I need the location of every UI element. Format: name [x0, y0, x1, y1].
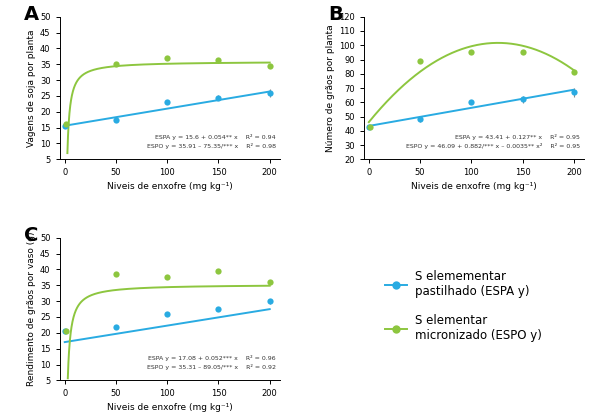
- Text: ESPA y = 43.41 + 0.127** x    R² = 0.95
ESPO y = 46.09 + 0.882/*** x – 0.0035** : ESPA y = 43.41 + 0.127** x R² = 0.95 ESP…: [405, 134, 580, 149]
- Text: A: A: [24, 5, 39, 24]
- Text: C: C: [24, 227, 39, 245]
- Legend: S elemementar
pastilhado (ESPA y), S elementar
micronizado (ESPO y): S elemementar pastilhado (ESPA y), S ele…: [381, 265, 547, 347]
- X-axis label: Niveis de enxofre (mg kg⁻¹): Niveis de enxofre (mg kg⁻¹): [107, 403, 232, 412]
- Y-axis label: Vagens de soja por planta: Vagens de soja por planta: [27, 29, 36, 147]
- Text: ESPA y = 15.6 + 0.054** x    R² = 0.94
ESPO y = 35.91 – 75.35/*** x    R² = 0.98: ESPA y = 15.6 + 0.054** x R² = 0.94 ESPO…: [147, 134, 275, 149]
- Text: B: B: [328, 5, 343, 24]
- X-axis label: Niveis de enxofre (mg kg⁻¹): Niveis de enxofre (mg kg⁻¹): [411, 181, 537, 191]
- X-axis label: Niveis de enxofre (mg kg⁻¹): Niveis de enxofre (mg kg⁻¹): [107, 181, 232, 191]
- Y-axis label: Número de grãos por planta: Número de grãos por planta: [326, 24, 335, 152]
- Text: ESPA y = 17.08 + 0.052*** x    R² = 0.96
ESPO y = 35.31 – 89.05/*** x    R² = 0.: ESPA y = 17.08 + 0.052*** x R² = 0.96 ES…: [147, 355, 275, 370]
- Y-axis label: Rendimento de grãos por vaso (g): Rendimento de grãos por vaso (g): [27, 232, 36, 386]
